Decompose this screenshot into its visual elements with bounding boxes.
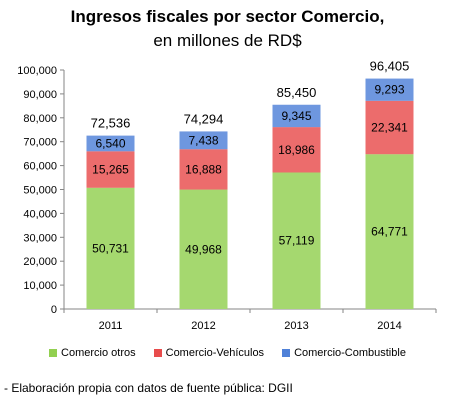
- y-tick-label: 50,000: [23, 185, 57, 197]
- bar-label: 16,888: [185, 162, 222, 176]
- y-tick-label: 90,000: [23, 89, 57, 101]
- legend-label: Comercio-Combustible: [294, 347, 406, 359]
- bar-base-Comercio-Combustible: [272, 104, 321, 128]
- bar-label: 7,438: [188, 133, 218, 147]
- legend-swatch: [282, 349, 291, 357]
- bar-shine: [365, 154, 414, 309]
- bar-base-Comercio-Vehículos: [86, 151, 135, 188]
- bar-shine: [86, 187, 135, 309]
- bar-label: 9,345: [281, 109, 311, 123]
- y-tick-label: 10,000: [23, 280, 57, 292]
- y-tick-label: 30,000: [23, 232, 57, 244]
- bar-label: 57,119: [279, 234, 315, 248]
- y-tick-label: 100,000: [17, 65, 57, 77]
- legend-item: Comercio otros: [49, 347, 136, 359]
- bar-shine: [272, 172, 321, 309]
- bar-base-Comercio-Combustible: [365, 78, 414, 101]
- bar-shine: [86, 151, 135, 188]
- footnote: - Elaboración propia con datos de fuente…: [4, 381, 293, 395]
- bar-label: 22,341: [371, 120, 408, 134]
- chart-legend: Comercio otros Comercio-Vehículos Comercio…: [0, 347, 455, 359]
- bar-base-Comercio-Vehículos: [272, 127, 321, 173]
- bar-shine: [179, 189, 228, 309]
- bar-base-Comercio otros: [365, 154, 414, 309]
- x-tick-label: 2011: [99, 320, 123, 332]
- total-label: 96,405: [370, 59, 410, 74]
- total-label: 74,294: [184, 111, 224, 126]
- y-tick-label: 80,000: [23, 113, 57, 125]
- legend-swatch: [153, 349, 162, 357]
- y-tick-label: 0: [51, 304, 57, 316]
- bar-shine: [179, 149, 228, 190]
- bar-shine: [86, 135, 135, 152]
- x-tick-label: 2012: [191, 320, 215, 332]
- y-tick-label: 60,000: [23, 161, 57, 173]
- bar-label: 15,265: [92, 163, 129, 177]
- bar-label: 18,986: [278, 143, 315, 157]
- bar-label: 9,293: [374, 83, 404, 97]
- legend-label: Comercio-Vehículos: [165, 347, 265, 359]
- x-tick-label: 2013: [284, 320, 308, 332]
- x-tick-label: 2014: [377, 320, 401, 332]
- chart-title: Ingresos fiscales por sector Comercio,: [70, 7, 385, 26]
- y-tick-label: 70,000: [23, 137, 57, 149]
- bar-label: 50,731: [92, 241, 129, 255]
- bar-shine: [365, 100, 414, 155]
- bar-label: 49,968: [185, 242, 222, 256]
- legend-item: Comercio-Combustible: [282, 347, 406, 359]
- bar-base-Comercio otros: [86, 187, 135, 309]
- bar-label: 64,771: [371, 225, 408, 239]
- bar-base-Comercio-Combustible: [179, 131, 228, 150]
- legend-swatch: [49, 349, 58, 357]
- legend-label: Comercio otros: [61, 347, 136, 359]
- bar-shine: [272, 127, 321, 173]
- bar-label: 6,540: [95, 136, 125, 150]
- chart-subtitle: en millones de RD$: [153, 31, 302, 50]
- total-label: 72,536: [91, 116, 131, 131]
- total-label: 85,450: [277, 85, 317, 100]
- bar-base-Comercio-Combustible: [86, 135, 135, 152]
- y-tick-label: 40,000: [23, 208, 57, 220]
- bar-base-Comercio otros: [179, 189, 228, 309]
- stacked-bar-chart: 0 10,000 20,000 30,000 40,000 50,000 60,000 70,…: [17, 59, 437, 332]
- bar-base-Comercio otros: [272, 172, 321, 309]
- legend-item: Comercio-Vehículos: [153, 347, 265, 359]
- bar-base-Comercio-Vehículos: [179, 149, 228, 190]
- bar-base-Comercio-Vehículos: [365, 100, 414, 155]
- bar-shine: [179, 131, 228, 150]
- y-tick-label: 20,000: [23, 256, 57, 268]
- bar-shine: [272, 104, 321, 128]
- bar-shine: [365, 78, 414, 101]
